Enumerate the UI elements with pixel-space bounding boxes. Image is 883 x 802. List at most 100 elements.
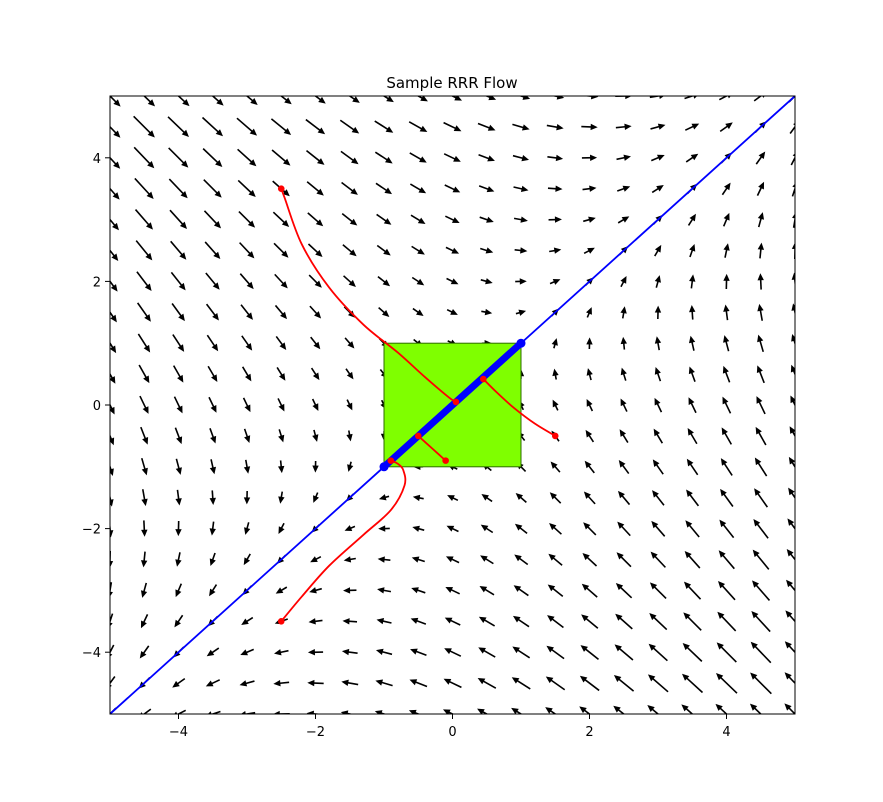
field-arrow-head bbox=[624, 123, 632, 130]
field-arrow-shaft bbox=[136, 271, 150, 289]
field-arrow-head bbox=[511, 677, 520, 684]
field-arrow-head bbox=[792, 213, 795, 219]
field-arrow bbox=[689, 244, 696, 258]
x-tick-label: −2 bbox=[306, 725, 325, 740]
field-arrow-head bbox=[681, 704, 689, 712]
field-arrow-head bbox=[445, 556, 454, 563]
field-arrow-head bbox=[139, 650, 147, 659]
field-arrow bbox=[648, 643, 668, 662]
field-arrow-shaft bbox=[177, 96, 188, 105]
field-arrow bbox=[480, 247, 494, 254]
field-arrow bbox=[586, 337, 593, 350]
field-arrow-head bbox=[175, 559, 182, 567]
field-arrow-head bbox=[341, 679, 349, 686]
field-arrow bbox=[411, 276, 425, 286]
field-arrow bbox=[755, 426, 767, 446]
field-arrow-head bbox=[654, 305, 662, 313]
field-arrow-head bbox=[650, 551, 658, 559]
field-arrow bbox=[412, 525, 425, 532]
field-arrow-head bbox=[385, 156, 393, 164]
field-arrow-head bbox=[791, 334, 795, 342]
field-arrow-head bbox=[140, 560, 148, 568]
y-axis: −4 −2 0 2 4 bbox=[82, 152, 110, 661]
field-arrow bbox=[478, 647, 496, 658]
field-arrow bbox=[784, 703, 795, 714]
field-arrow-head bbox=[209, 497, 216, 505]
field-arrow-shaft bbox=[110, 341, 115, 351]
field-arrow-head bbox=[546, 645, 554, 653]
field-arrow bbox=[480, 278, 493, 285]
field-arrow bbox=[791, 183, 795, 197]
field-arrow-head bbox=[450, 278, 459, 285]
field-arrow-head bbox=[308, 618, 316, 625]
field-arrow-head bbox=[175, 467, 182, 475]
field-arrow bbox=[683, 581, 702, 600]
field-arrow bbox=[689, 274, 696, 289]
field-arrow-head bbox=[652, 459, 660, 467]
field-arrow-head bbox=[283, 158, 291, 166]
field-arrow-head bbox=[247, 220, 256, 228]
field-arrow-head bbox=[383, 218, 392, 225]
field-arrow-shaft bbox=[110, 372, 115, 381]
field-arrow-head bbox=[590, 154, 598, 161]
field-arrow bbox=[211, 96, 224, 106]
field-arrow bbox=[549, 523, 562, 535]
field-arrow-shaft bbox=[110, 280, 116, 289]
field-arrow-head bbox=[618, 460, 626, 468]
field-arrow-head bbox=[312, 372, 320, 381]
field-arrow-head bbox=[110, 499, 114, 507]
field-arrow-head bbox=[410, 617, 419, 624]
field-arrow bbox=[134, 209, 153, 230]
field-arrow-head bbox=[723, 335, 730, 343]
field-arrow-head bbox=[520, 185, 529, 192]
field-arrow bbox=[549, 492, 562, 504]
field-arrow-head bbox=[172, 680, 180, 688]
field-arrow-head bbox=[453, 125, 462, 132]
field-arrow-head bbox=[411, 556, 420, 563]
field-arrow bbox=[686, 458, 699, 476]
field-arrow bbox=[619, 429, 629, 443]
field-arrow bbox=[650, 123, 666, 130]
field-arrow bbox=[547, 615, 564, 629]
field-arrow bbox=[480, 555, 494, 565]
field-arrow bbox=[143, 96, 156, 107]
field-arrow bbox=[549, 247, 562, 254]
field-arrow-shaft bbox=[143, 96, 153, 105]
field-arrow bbox=[133, 146, 155, 169]
field-arrow bbox=[375, 182, 393, 195]
trajectory-traj-3 bbox=[417, 435, 447, 462]
field-arrow bbox=[617, 216, 630, 224]
field-arrow-head bbox=[346, 433, 353, 442]
field-arrow bbox=[751, 611, 771, 633]
y-tick-label: 2 bbox=[93, 275, 101, 290]
field-arrow-head bbox=[579, 675, 588, 683]
x-axis: −4 −2 0 2 4 bbox=[169, 714, 731, 740]
field-arrow bbox=[239, 680, 255, 687]
field-arrow-shaft bbox=[787, 582, 795, 592]
field-arrow bbox=[378, 525, 390, 532]
diagonal-segment bbox=[380, 339, 525, 471]
field-arrow-head bbox=[520, 216, 528, 223]
field-arrow-shaft bbox=[133, 146, 153, 166]
field-arrow bbox=[445, 586, 460, 595]
field-arrow-shaft bbox=[752, 705, 762, 714]
field-arrow bbox=[513, 216, 528, 223]
field-arrow bbox=[170, 271, 186, 291]
field-arrow-shaft bbox=[651, 645, 668, 662]
field-arrow-head bbox=[515, 493, 524, 501]
field-arrow-head bbox=[145, 222, 153, 230]
field-arrow-head bbox=[113, 130, 121, 138]
field-arrow-shaft bbox=[110, 613, 114, 624]
field-arrow bbox=[376, 618, 392, 625]
field-arrow-shaft bbox=[110, 249, 117, 259]
field-arrow bbox=[757, 212, 765, 228]
field-arrow-head bbox=[349, 218, 358, 226]
field-arrow-head bbox=[756, 365, 763, 374]
field-arrow-shaft bbox=[169, 209, 185, 227]
field-arrow bbox=[243, 459, 251, 474]
vector-field bbox=[110, 96, 795, 714]
field-arrow-head bbox=[654, 336, 662, 344]
field-arrow-head bbox=[307, 679, 315, 687]
trajectory-traj-1 bbox=[280, 188, 457, 403]
field-arrow bbox=[547, 185, 563, 192]
